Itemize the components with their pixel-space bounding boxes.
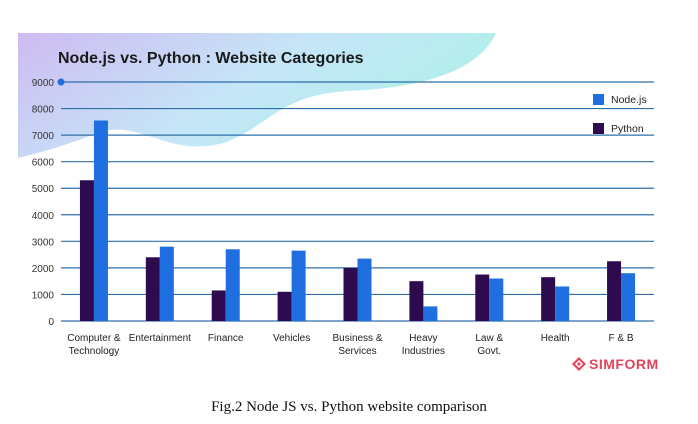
x-tick-label: Business & [332,333,382,344]
y-tick-label: 0 [48,317,54,328]
legend-swatch [593,123,604,134]
chart-figure: Node.js vs. Python : Website Categories … [18,33,676,390]
nodejs-bar [621,273,636,321]
nodejs-bar [555,286,570,321]
y-tick-label: 1000 [32,290,55,301]
nodejs-bar [93,120,108,321]
python-bar [343,267,358,321]
y-tick-label: 4000 [32,211,55,222]
legend-swatch [593,94,604,105]
x-tick-labels: Computer & Technology Entertainment Finance… [67,333,634,357]
y-tick-label: 2000 [32,264,55,275]
bars [79,120,636,321]
y-tick-label: 3000 [32,237,55,248]
y-tick-label: 9000 [32,78,55,89]
python-bar [277,291,292,321]
x-tick-label: Govt. [477,346,501,357]
x-tick-label: Entertainment [129,333,191,344]
simform-logo: SIMFORM [572,356,659,372]
figure-caption: Fig.2 Node JS vs. Python website compari… [211,399,487,415]
python-bar [475,274,490,321]
python-bar [607,261,622,321]
nodejs-bar [357,258,372,321]
chart-title: Node.js vs. Python : Website Categories [58,50,364,67]
simform-logo-text: SIMFORM [589,356,659,372]
y-tick-label: 6000 [32,158,55,169]
nodejs-bar [291,250,306,321]
legend-label: Node.js [611,94,647,106]
y-tick-label: 7000 [32,131,55,142]
x-tick-label: Finance [208,333,244,344]
legend: Node.js Python [593,94,647,135]
legend-label: Python [611,123,644,135]
x-tick-label: Law & [475,333,503,344]
y-tick-label: 8000 [32,105,55,116]
x-tick-label: Services [338,346,376,357]
decorative-wave-blob [18,33,496,158]
chart-svg: Node.js vs. Python : Website Categories … [18,33,654,357]
nodejs-bar [159,246,174,321]
nodejs-bar [225,249,240,321]
python-bar [145,257,160,321]
x-tick-label: Heavy [409,333,437,344]
y-tick-labels: 0 1000 2000 3000 4000 5000 6000 7000 8000 9000 [32,78,55,328]
python-bar [211,290,226,321]
x-tick-label: Computer & [67,333,121,344]
nodejs-bar [489,278,504,321]
python-bar [541,277,556,321]
axis-top-dot [57,78,65,86]
python-bar [79,180,94,321]
simform-logo-icon [572,357,586,371]
nodejs-bar [423,306,438,321]
x-tick-label: F & B [609,333,634,344]
x-tick-label: Technology [69,346,120,357]
y-tick-label: 5000 [32,184,55,195]
x-tick-label: Health [541,333,570,344]
python-bar [409,281,424,321]
x-tick-label: Industries [402,346,445,357]
x-tick-label: Vehicles [273,333,310,344]
